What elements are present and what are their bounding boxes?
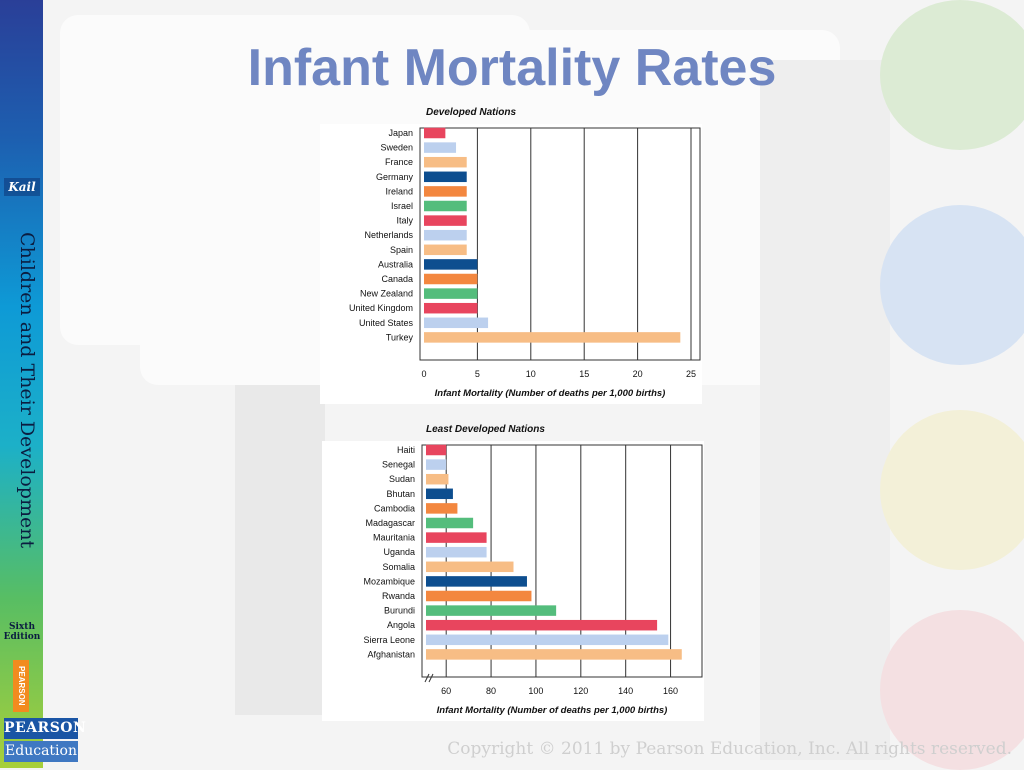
category-label: France — [385, 157, 413, 167]
category-label: Angola — [387, 620, 415, 630]
x-tick-label: 15 — [579, 369, 589, 379]
bar — [426, 459, 447, 470]
bar — [424, 273, 478, 285]
decorative-circle-yellow — [880, 410, 1024, 570]
category-label: United Kingdom — [349, 303, 413, 313]
background-block — [760, 60, 890, 760]
x-tick-label: 80 — [486, 686, 496, 696]
chart-title-least-developed: Least Developed Nations — [426, 424, 545, 435]
bar — [426, 444, 447, 456]
x-tick-label: 20 — [633, 369, 643, 379]
x-tick-label: 160 — [663, 686, 678, 696]
bar — [424, 229, 467, 241]
category-label: Somalia — [382, 562, 415, 572]
bar — [426, 488, 453, 500]
logo-top-text: PEARSON — [4, 718, 86, 739]
category-label: Haiti — [397, 445, 415, 455]
category-label: Bhutan — [386, 489, 415, 499]
category-label: Canada — [381, 274, 413, 284]
x-tick-label: 25 — [686, 369, 696, 379]
developed-nations-chart: 0 5 10 15 20 25 Japan Sweden France Germany Irelan… — [320, 124, 702, 404]
bar — [426, 503, 458, 514]
category-label: New Zealand — [360, 289, 413, 299]
x-tick-label: 60 — [441, 686, 451, 696]
bar — [426, 605, 557, 616]
decorative-circle-pink — [880, 610, 1024, 770]
book-sidebar — [0, 0, 43, 768]
category-label: Sierra Leone — [363, 635, 415, 645]
copyright-notice: Copyright © 2011 by Pearson Education, I… — [447, 739, 1012, 759]
category-label: Netherlands — [364, 230, 413, 240]
category-label: Japan — [388, 128, 413, 138]
pearson-education-logo: PEARSON Education — [4, 718, 86, 762]
x-axis-label: Infant Mortality (Number of deaths per 1… — [437, 705, 668, 716]
publisher-vertical-badge: PEARSON — [13, 660, 29, 712]
bar — [426, 473, 449, 485]
least-developed-nations-chart: 60 80 100 120 140 160 Haiti Senegal Sudan Bhutan C… — [322, 441, 704, 721]
category-label: Afghanistan — [367, 649, 415, 659]
x-tick-label: 5 — [475, 369, 480, 379]
bar — [426, 590, 532, 602]
bar — [424, 302, 478, 314]
bar — [424, 127, 446, 139]
bar — [424, 244, 467, 256]
logo-bottom-text: Education — [4, 741, 78, 762]
category-label: Senegal — [382, 460, 415, 470]
plot-frame — [421, 444, 703, 678]
bar — [424, 317, 489, 329]
author-tag: Kail — [4, 178, 40, 196]
x-tick-label: 0 — [421, 369, 426, 379]
bar — [426, 619, 658, 631]
bar — [424, 156, 467, 168]
background-block — [235, 385, 325, 715]
bar — [426, 561, 514, 573]
category-label: Italy — [396, 216, 413, 226]
category-label: Germany — [376, 172, 414, 182]
x-tick-label: 100 — [528, 686, 543, 696]
category-label: Uganda — [383, 547, 415, 557]
edition-label: Sixth Edition — [2, 622, 42, 642]
bar — [424, 142, 457, 153]
x-tick-label: 140 — [618, 686, 633, 696]
plot-frame — [419, 127, 701, 361]
bar — [424, 215, 467, 226]
bar — [424, 200, 467, 212]
bar — [424, 259, 478, 270]
bar — [426, 649, 682, 660]
category-label: Mauritania — [373, 533, 415, 543]
category-label: Madagascar — [365, 518, 415, 528]
book-title: Children and Their Development — [16, 232, 38, 549]
category-label: Sudan — [389, 474, 415, 484]
bar — [424, 171, 467, 183]
bar — [424, 288, 478, 299]
category-label: Turkey — [386, 332, 414, 342]
category-label: Burundi — [384, 606, 415, 616]
chart-title-developed: Developed Nations — [426, 107, 517, 118]
x-tick-label: 120 — [573, 686, 588, 696]
category-label: Rwanda — [382, 591, 415, 601]
bar — [426, 576, 527, 587]
category-label: Cambodia — [374, 503, 415, 513]
category-label: Sweden — [380, 143, 413, 153]
category-label: United States — [359, 318, 414, 328]
bar — [426, 532, 487, 543]
category-label: Spain — [390, 245, 413, 255]
category-label: Australia — [378, 259, 413, 269]
slide-title: Infant Mortality Rates — [247, 39, 777, 97]
bar — [426, 546, 487, 558]
category-label: Israel — [391, 201, 413, 211]
x-axis-label: Infant Mortality (Number of deaths per 1… — [435, 388, 666, 399]
category-label: Ireland — [385, 186, 413, 196]
decorative-circle-green — [880, 0, 1024, 150]
bar — [424, 332, 681, 343]
category-label: Mozambique — [363, 576, 415, 586]
decorative-circle-blue — [880, 205, 1024, 365]
bar — [424, 186, 467, 197]
edition-line-1: Sixth — [9, 622, 35, 632]
axis-break-marker — [424, 673, 434, 683]
x-tick-label: 10 — [526, 369, 536, 379]
edition-line-2: Edition — [3, 632, 41, 642]
bar — [426, 517, 474, 529]
bar — [426, 634, 669, 646]
